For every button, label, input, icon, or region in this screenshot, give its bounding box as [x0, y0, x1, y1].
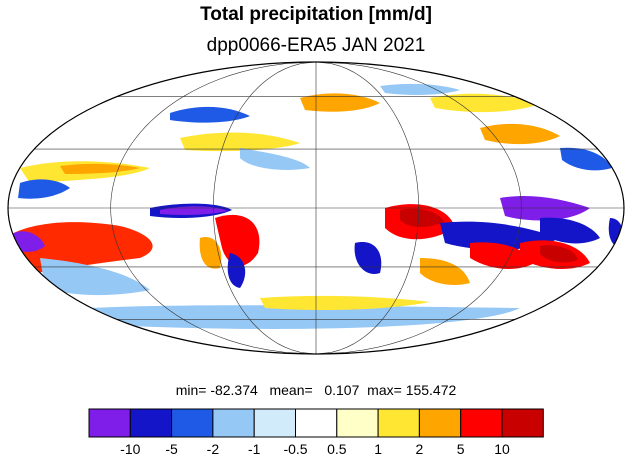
mean-value: 0.107: [324, 382, 360, 398]
colorbar-tick-label: -5: [165, 441, 178, 457]
min-value: -82.374: [210, 382, 258, 398]
max-label: max=: [367, 382, 402, 398]
chart-title: Total precipitation [mm/d]: [200, 4, 432, 25]
chart-subtitle: dpp0066-ERA5 JAN 2021: [206, 35, 426, 56]
mean-label: mean=: [269, 382, 313, 398]
precipitation-difference-map: [7, 61, 625, 355]
field-lightblue-north-asia: [380, 83, 460, 95]
colorbar-swatch: [295, 408, 338, 438]
field-blue-kuroshio: [560, 147, 612, 171]
colorbar: [88, 408, 544, 438]
colorbar-swatch: [88, 408, 131, 438]
meridian-line: [110, 62, 317, 354]
colorbar-tick-label: 1: [374, 441, 382, 457]
map-outline: [7, 61, 625, 355]
colorbar-swatch: [460, 408, 503, 438]
colorbar-tick-label: -2: [206, 441, 220, 457]
colorbar-tick-label: -0.5: [283, 441, 308, 457]
field-yellow-southern-ocean: [260, 295, 430, 310]
colorbar-tick-label: -10: [120, 441, 141, 457]
field-red-south-america: [215, 214, 260, 266]
field-purple-itcz-pacific: [160, 206, 228, 215]
colorbar-swatch: [212, 408, 255, 438]
field-statistics: min= -82.374 mean= 0.107 max= 155.472: [0, 382, 632, 398]
field-orange-south-america: [199, 237, 222, 269]
field-orange-north-atlantic: [300, 93, 380, 112]
colorbar-swatch: [501, 408, 544, 438]
field-blue-south-africa: [354, 242, 382, 274]
meridian-line: [315, 62, 522, 354]
colorbar-swatch: [129, 408, 173, 438]
field-orange-north-pacific: [60, 163, 140, 174]
colorbar-tick-label: 5: [456, 441, 465, 457]
colorbar-tick-label: 0.5: [327, 441, 347, 457]
meridian-line: [315, 62, 419, 354]
colorbar-tick-label: -1: [247, 441, 261, 457]
meridian-line: [213, 62, 317, 354]
field-yellow-atlantic: [180, 132, 300, 152]
field-orange-indian-ocean: [420, 258, 470, 285]
colorbar-swatch: [253, 408, 296, 438]
field-orange-asia: [480, 123, 560, 145]
colorbar-swatch: [418, 408, 462, 438]
map-field: [8, 62, 624, 354]
field-lightblue-atlantic: [240, 148, 310, 170]
field-purple-west-pacific: [14, 231, 45, 252]
field-lightblue-southern-ocean: [90, 305, 520, 329]
map-graticule: [8, 62, 624, 354]
field-darkred-australia: [540, 245, 578, 263]
min-label: min=: [175, 382, 207, 398]
colorbar-tick-label: 10: [494, 441, 510, 457]
colorbar-swatch: [336, 408, 379, 438]
field-blue-north-pacific: [18, 179, 70, 199]
field-blue-north-atlantic: [170, 106, 250, 123]
field-yellow-asia: [430, 93, 540, 113]
colorbar-swatch: [377, 408, 420, 438]
field-red-indian-ocean: [470, 242, 535, 270]
colorbar-tick-label: 2: [415, 441, 424, 457]
field-blue-maritime: [540, 217, 600, 244]
colorbar-swatch: [171, 408, 214, 438]
field-blue-south-america: [227, 253, 246, 288]
field-darkred-africa: [400, 208, 444, 228]
max-value: 155.472: [405, 382, 457, 398]
